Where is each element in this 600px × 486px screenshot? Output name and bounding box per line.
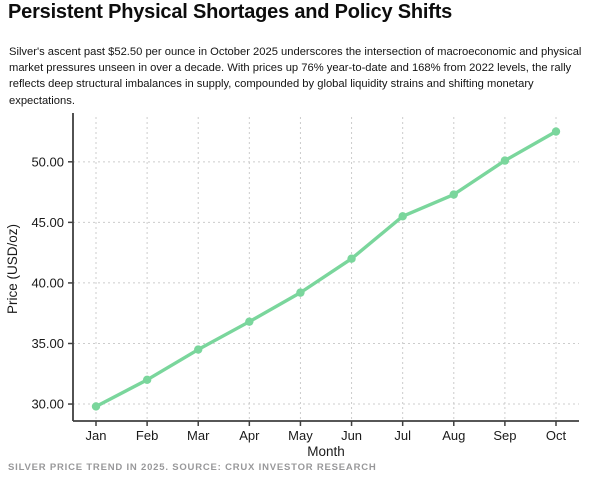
x-tick-label: Apr [239, 428, 260, 443]
data-point [194, 345, 203, 354]
x-axis-title: Month [307, 444, 345, 456]
x-tick-label: Feb [136, 428, 158, 443]
data-point [347, 254, 356, 263]
intro-paragraph: Silver's ascent past $52.50 per ounce in… [9, 46, 582, 107]
data-point [500, 156, 510, 165]
y-tick-label: 30.00 [31, 397, 64, 412]
price-line-chart: 30.00 35.00 40.00 45.00 50.00 Jan Feb Mar Apr May… [5, 113, 579, 459]
x-tick-label: Jan [86, 428, 107, 443]
silver-price-chart: 30.00 35.00 40.00 45.00 50.00 Jan Feb Mar Apr May… [0, 110, 600, 459]
price-line [94, 129, 558, 409]
y-tick-label: 50.00 [31, 154, 64, 169]
x-tick-label: Mar [187, 428, 210, 443]
y-tick-label: 45.00 [31, 215, 64, 230]
data-point [91, 402, 101, 411]
source-caption: SILVER PRICE TREND IN 2025. SOURCE: CRUX… [8, 462, 377, 473]
x-tick-label: Sep [493, 428, 516, 443]
data-point [245, 317, 254, 326]
x-tick-label: Jul [394, 428, 411, 443]
x-tick-label: Oct [546, 428, 567, 443]
x-tick-label: May [288, 428, 313, 443]
data-point [551, 127, 561, 136]
data-point [296, 288, 305, 297]
data-point [398, 212, 407, 221]
x-tick-label: Aug [442, 428, 465, 443]
data-point [142, 375, 152, 385]
y-tick-label: 35.00 [31, 336, 64, 351]
y-tick-label: 40.00 [31, 275, 64, 290]
data-point [449, 190, 458, 199]
x-tick-label: Jun [341, 428, 362, 443]
y-axis-title: Price (USD/oz) [5, 224, 20, 314]
page-title: Persistent Physical Shortages and Policy… [8, 1, 453, 23]
